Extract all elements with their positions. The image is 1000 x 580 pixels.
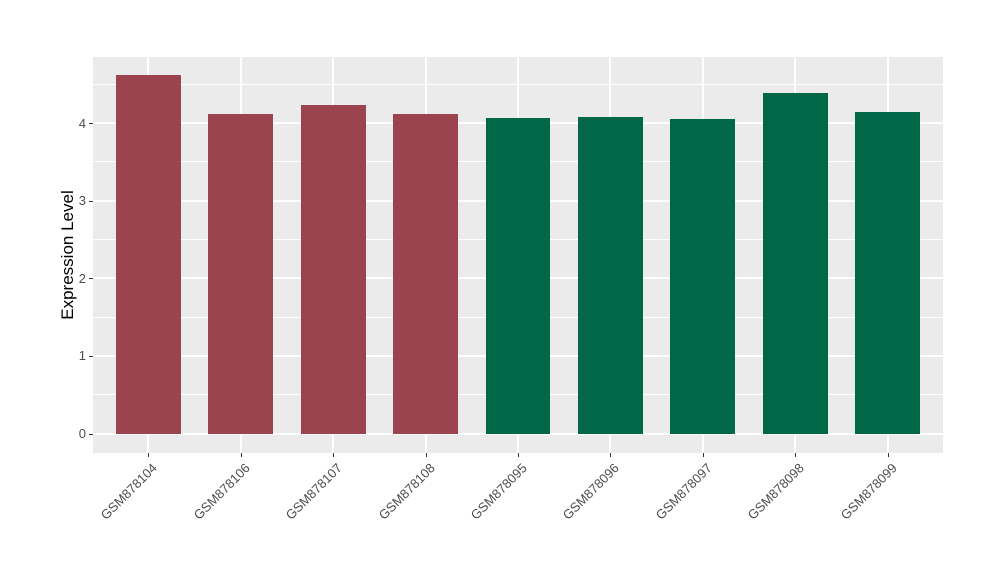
x-tick-mark	[425, 453, 427, 457]
x-tick-label: GSM878096	[560, 460, 623, 523]
y-axis-title: Expression Level	[58, 190, 77, 320]
x-tick-label: GSM878104	[98, 460, 161, 523]
x-tick-label: GSM878097	[652, 460, 715, 523]
bar-GSM878106	[208, 113, 274, 434]
x-tick-mark	[518, 453, 519, 457]
y-tick-mark	[89, 278, 93, 280]
y-tick-label: 2	[78, 270, 86, 286]
x-tick-mark	[887, 453, 889, 457]
bar-GSM878095	[485, 118, 551, 434]
y-tick-mark	[89, 123, 93, 124]
x-tick-label: GSM878107	[282, 460, 346, 523]
plot-panel	[93, 57, 943, 453]
x-tick-mark	[702, 453, 704, 457]
x-tick-label: GSM878098	[744, 460, 808, 523]
x-tick-label: GSM878095	[467, 460, 530, 523]
x-tick-label: GSM878106	[190, 460, 253, 523]
x-tick-mark	[240, 453, 242, 457]
y-tick-mark	[89, 200, 93, 202]
bar-GSM878108	[393, 113, 458, 434]
x-tick-mark	[795, 453, 797, 457]
x-tick-label: GSM878108	[375, 460, 438, 523]
bar-GSM878104	[116, 74, 181, 434]
bar-GSM878099	[855, 112, 920, 434]
y-tick-mark	[89, 355, 93, 357]
y-tick-label: 1	[78, 348, 86, 364]
y-tick-label: 3	[78, 193, 86, 209]
x-tick-mark	[610, 453, 612, 457]
bar-GSM878107	[300, 105, 366, 434]
y-tick-label: 4	[78, 115, 86, 131]
bar-GSM878097	[670, 119, 736, 434]
bar-GSM878098	[762, 93, 828, 434]
x-tick-mark	[333, 453, 335, 457]
bar-GSM878096	[578, 116, 643, 434]
y-tick-mark	[89, 433, 93, 435]
x-tick-mark	[148, 453, 150, 457]
x-tick-label: GSM878099	[837, 460, 900, 523]
y-tick-label: 0	[78, 426, 86, 442]
